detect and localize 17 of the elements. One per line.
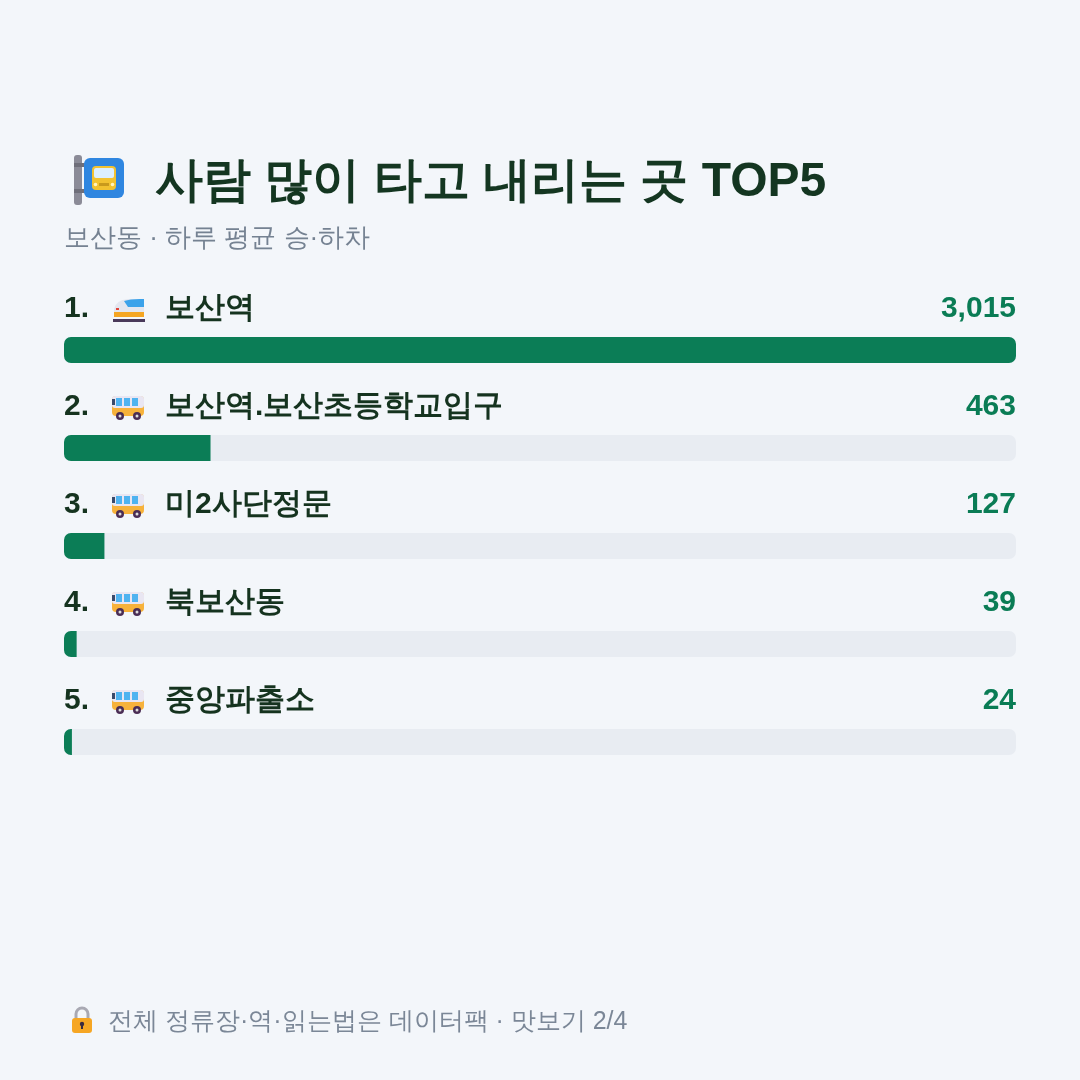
data-label: 127 bbox=[965, 486, 1016, 520]
category-label: 2. 보산역.보산초등학교입구 bbox=[64, 388, 504, 422]
bar bbox=[64, 434, 211, 462]
category-label: 5. 중앙파출소 bbox=[64, 682, 315, 716]
chart-title: 사람 많이 타고 내리는 곳 TOP5 bbox=[155, 152, 827, 208]
data-label: 39 bbox=[982, 584, 1016, 618]
chart-subtitle: 보산동 · 하루 평균 승·하차 bbox=[64, 221, 371, 254]
data-label: 24 bbox=[982, 682, 1017, 716]
category-label: 4. 북보산동 bbox=[64, 584, 285, 618]
bar bbox=[64, 532, 105, 560]
bar bbox=[64, 630, 77, 658]
category-label: 1. 보산역 bbox=[64, 290, 255, 324]
category-label: 3. 미2사단정문 bbox=[64, 486, 332, 520]
data-label: 3,015 bbox=[940, 290, 1016, 324]
text: 전체 정류장·역·읽는법은 데이터팩 · 맛보기 2/4 bbox=[108, 1005, 628, 1035]
bar bbox=[64, 337, 1016, 364]
data-label: 463 bbox=[965, 388, 1016, 422]
